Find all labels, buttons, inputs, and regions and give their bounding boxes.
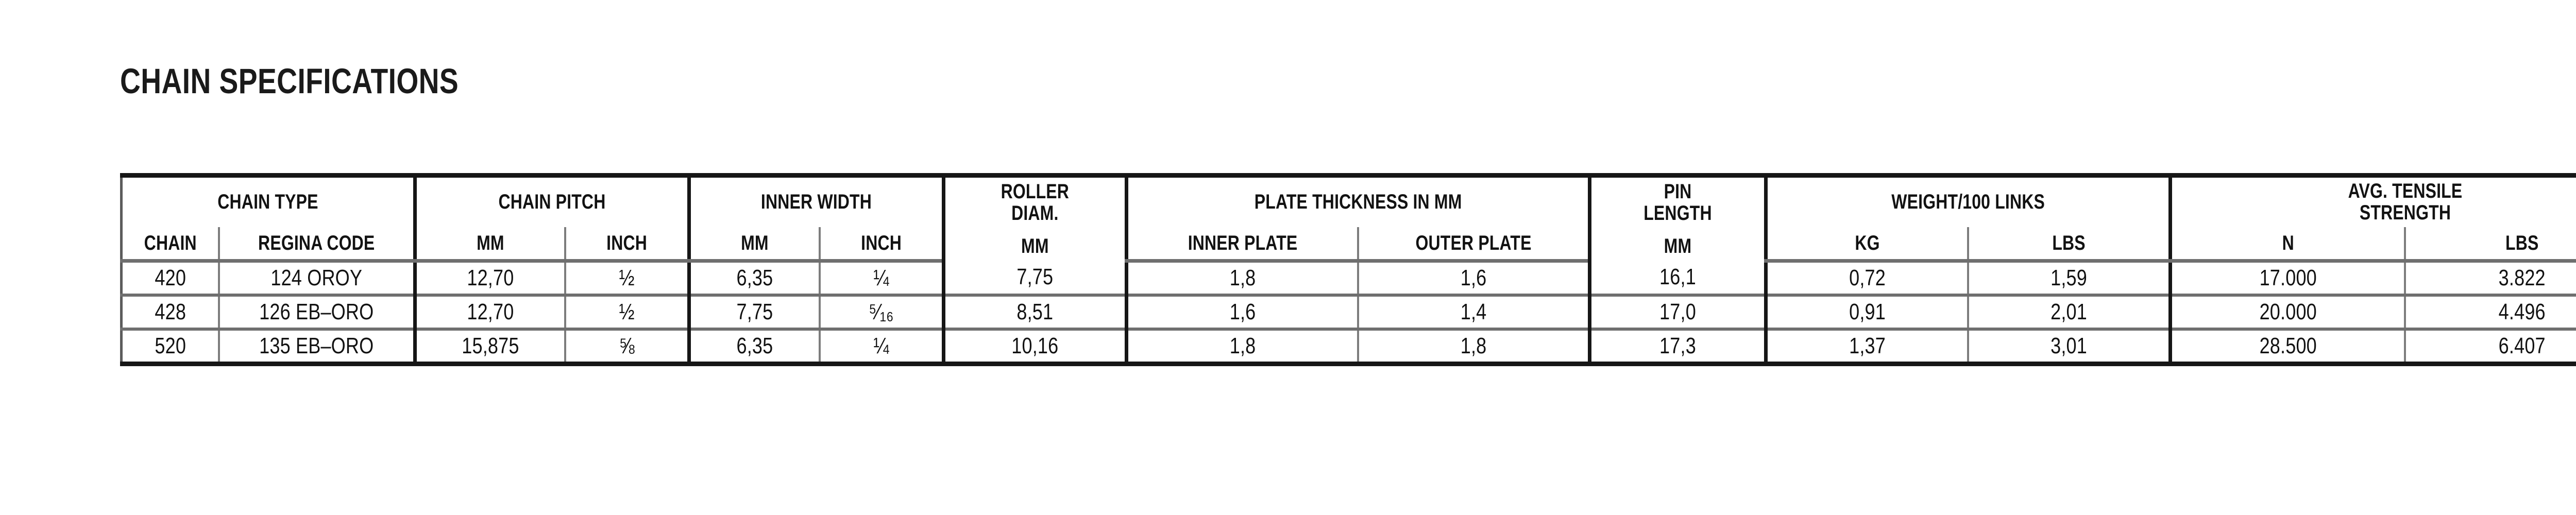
- cell-inner-width-inch: ⁵⁄₁₆: [818, 295, 944, 331]
- subheader-weight-kg: KG: [1764, 227, 1968, 263]
- cell-tensile-lbs: 6.407: [2404, 329, 2576, 364]
- cell-inner-width-mm: 6,35: [687, 329, 820, 364]
- subheader-inner-width-inch: INCH: [818, 227, 944, 263]
- cell-plate-outer: 1,6: [1357, 261, 1590, 297]
- group-header-plate-thickness: PLATE THICKNESS IN MM: [1124, 175, 1590, 227]
- table-body: 420 124 OROY 12,70 ½ 6,35 ¼ 7,75 1,8 1,6…: [121, 261, 2576, 364]
- cell-roller-diam-mm: 10,16: [941, 329, 1127, 364]
- chain-specifications-table: CHAIN TYPE CHAIN PITCH INNER WIDTH ROLLE…: [120, 173, 2576, 366]
- cell-weight-lbs: 2,01: [1967, 295, 2171, 331]
- cell-pitch-inch: ½: [564, 261, 689, 297]
- group-header-pin-length: PIN LENGTH MM: [1587, 175, 1766, 261]
- cell-pin-length-mm: 17,3: [1587, 329, 1766, 364]
- cell-weight-kg: 0,72: [1764, 261, 1968, 297]
- table-subheader-row: CHAIN REGINA CODE MM INCH MM INCH INNER …: [121, 227, 2576, 263]
- subheader-regina-code: REGINA CODE: [218, 227, 415, 263]
- subheader-plate-outer: OUTER PLATE: [1357, 227, 1590, 263]
- cell-inner-width-mm: 6,35: [687, 261, 820, 297]
- cell-pitch-mm: 15,875: [413, 329, 565, 364]
- subheader-plate-inner: INNER PLATE: [1124, 227, 1358, 263]
- cell-plate-outer: 1,8: [1357, 329, 1590, 364]
- table-group-header-row: CHAIN TYPE CHAIN PITCH INNER WIDTH ROLLE…: [121, 175, 2576, 261]
- group-header-weight-per-100-links: WEIGHT/100 LINKS: [1764, 175, 2171, 227]
- cell-inner-width-inch: ¼: [818, 329, 944, 364]
- cell-pitch-inch: ⅝: [564, 329, 689, 364]
- cell-tensile-n: 17.000: [2168, 261, 2405, 297]
- cell-regina-code: 126 EB–ORO: [218, 295, 415, 331]
- cell-plate-outer: 1,4: [1357, 295, 1590, 331]
- cell-inner-width-mm: 7,75: [687, 295, 820, 331]
- subheader-tensile-n: N: [2168, 227, 2405, 263]
- cell-plate-inner: 1,6: [1124, 295, 1358, 331]
- table-row: 520 135 EB–ORO 15,875 ⅝ 6,35 ¼ 10,16 1,8…: [121, 329, 2576, 364]
- cell-weight-lbs: 3,01: [1967, 329, 2171, 364]
- group-header-chain-type: CHAIN TYPE: [121, 175, 415, 227]
- cell-chain: 428: [121, 295, 219, 331]
- cell-pitch-mm: 12,70: [413, 295, 565, 331]
- cell-tensile-lbs: 4.496: [2404, 295, 2576, 331]
- cell-roller-diam-mm: 8,51: [941, 295, 1127, 331]
- cell-regina-code: 135 EB–ORO: [218, 329, 415, 364]
- cell-inner-width-inch: ¼: [818, 261, 944, 297]
- cell-weight-kg: 1,37: [1764, 329, 1968, 364]
- group-header-chain-pitch: CHAIN PITCH: [413, 175, 689, 227]
- subheader-inner-width-mm: MM: [687, 227, 820, 263]
- table-row: 428 126 EB–ORO 12,70 ½ 7,75 ⁵⁄₁₆ 8,51 1,…: [121, 295, 2576, 331]
- cell-weight-lbs: 1,59: [1967, 261, 2171, 297]
- cell-pitch-inch: ½: [564, 295, 689, 331]
- subheader-chain: CHAIN: [121, 227, 219, 263]
- cell-pin-length-mm: 17,0: [1587, 295, 1766, 331]
- subheader-pitch-inch: INCH: [564, 227, 689, 263]
- page-title: CHAIN SPECIFICATIONS: [120, 61, 459, 101]
- cell-tensile-lbs: 3.822: [2404, 261, 2576, 297]
- group-header-roller-diam: ROLLER DIAM. MM: [941, 175, 1127, 261]
- group-header-inner-width: INNER WIDTH: [687, 175, 944, 227]
- cell-pin-length-mm: 16,1: [1587, 261, 1766, 297]
- cell-regina-code: 124 OROY: [218, 261, 415, 297]
- cell-plate-inner: 1,8: [1124, 329, 1358, 364]
- cell-chain: 520: [121, 329, 219, 364]
- subheader-weight-lbs: LBS: [1967, 227, 2171, 263]
- cell-roller-diam-mm: 7,75: [941, 261, 1127, 297]
- subheader-pitch-mm: MM: [413, 227, 565, 263]
- table-row: 420 124 OROY 12,70 ½ 6,35 ¼ 7,75 1,8 1,6…: [121, 261, 2576, 297]
- chain-specifications-table-wrapper: CHAIN TYPE CHAIN PITCH INNER WIDTH ROLLE…: [120, 173, 2576, 366]
- group-header-avg-tensile-strength: AVG. TENSILE STRENGTH: [2168, 175, 2576, 227]
- cell-plate-inner: 1,8: [1124, 261, 1358, 297]
- cell-tensile-n: 20.000: [2168, 295, 2405, 331]
- cell-pitch-mm: 12,70: [413, 261, 565, 297]
- cell-weight-kg: 0,91: [1764, 295, 1968, 331]
- subheader-tensile-lbs: LBS: [2404, 227, 2576, 263]
- cell-tensile-n: 28.500: [2168, 329, 2405, 364]
- cell-chain: 420: [121, 261, 219, 297]
